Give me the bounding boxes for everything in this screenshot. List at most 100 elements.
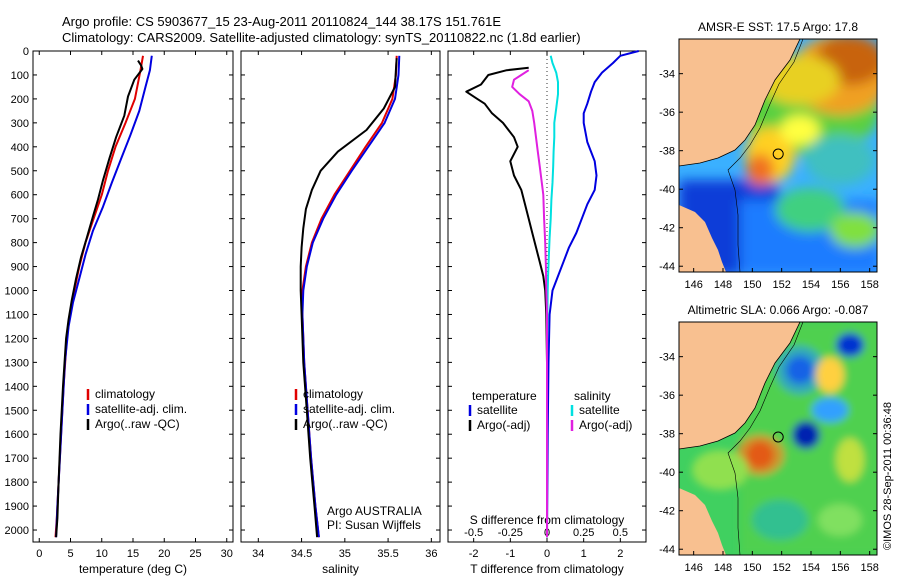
diff-s-tick-label: -0.5 <box>464 527 483 539</box>
map-lat-tick-label: -44 <box>659 544 675 556</box>
map-lat-tick-label: -34 <box>659 352 675 364</box>
sal-x-axis-label: salinity <box>322 562 359 576</box>
diff-series-line-satellite <box>546 55 559 538</box>
diff-series-line-satellite <box>546 50 639 538</box>
sal-legend-label: Argo(..raw -QC) <box>303 417 388 431</box>
map-lat-tick-label: -38 <box>659 429 675 441</box>
temp-x-tick-label: 0 <box>36 548 42 560</box>
sal-x-tick-label: 35 <box>339 548 351 560</box>
map-lon-tick-label: 150 <box>743 562 761 574</box>
map-lon-tick-label: 152 <box>772 562 790 574</box>
diff-s-tick-label: 0.5 <box>613 527 628 539</box>
diff-s-tick-label: 0.25 <box>573 527 594 539</box>
sal-legend-label: climatology <box>303 387 363 401</box>
sal-x-tick-label: 36 <box>425 548 437 560</box>
sst-map-panel: AMSR-E SST: 17.5 Argo: 17.8 146 148 150 152… <box>659 20 879 291</box>
diff-series-line-argo-adj- <box>511 69 548 538</box>
sal-legend-label: satellite-adj. clim. <box>303 402 395 416</box>
depth-tick-label: 500 <box>11 166 29 178</box>
diff-x-tick-label: 1 <box>581 548 587 560</box>
sal-x-tick-label: 34 <box>252 548 264 560</box>
depth-tick-label: 1400 <box>5 381 29 393</box>
map-lat-tick-label: -36 <box>659 390 675 402</box>
difference-panel: -2 -1 0 1 2-0.5 -0.25 0 0.25 0.5S difference fro… <box>447 50 647 576</box>
depth-tick-label: 0 <box>23 46 29 58</box>
sst-map-title: AMSR-E SST: 17.5 Argo: 17.8 <box>698 20 858 34</box>
diff-x-tick-label: 0 <box>544 548 550 560</box>
sst-land-mainland <box>679 39 800 166</box>
sst-argo-location-marker <box>772 148 784 160</box>
temp-x-tick-label: 25 <box>189 548 201 560</box>
salinity-annotation: Argo AUSTRALIA <box>327 504 422 518</box>
map-lon-tick-label: 152 <box>772 279 790 291</box>
depth-tick-label: 1700 <box>5 453 29 465</box>
diff-s-tick-label: -0.25 <box>498 527 523 539</box>
depth-tick-label: 100 <box>11 70 29 82</box>
map-lat-tick-label: -42 <box>659 506 675 518</box>
temp-x-tick-label: 15 <box>127 548 139 560</box>
depth-tick-label: 1000 <box>5 286 29 298</box>
diff-legend-heading: salinity <box>574 389 611 403</box>
map-lon-tick-label: 150 <box>743 279 761 291</box>
map-lon-tick-label: 158 <box>860 562 878 574</box>
temp-legend-label: Argo(..raw -QC) <box>95 417 180 431</box>
sal-plot-area <box>240 50 441 543</box>
sla-land-mainland <box>679 322 800 449</box>
sal-x-tick-label: 34.5 <box>291 548 312 560</box>
map-lat-tick-label: -42 <box>659 223 675 235</box>
depth-tick-label: 1300 <box>5 357 29 369</box>
salinity-annotation: PI: Susan Wijffels <box>327 518 421 532</box>
sal-series-line-argo-raw-qc- <box>299 58 398 538</box>
sla-map-title: Altimetric SLA: 0.066 Argo: -0.087 <box>688 303 869 317</box>
map-lon-tick-label: 158 <box>860 279 878 291</box>
map-lat-tick-label: -44 <box>659 261 675 273</box>
sal-x-tick-label: 35.5 <box>377 548 398 560</box>
map-lat-tick-label: -36 <box>659 107 675 119</box>
map-lon-tick-label: 146 <box>684 562 702 574</box>
depth-tick-label: 600 <box>11 190 29 202</box>
diff-legend-label: satellite <box>477 403 518 417</box>
temp-legend-label: satellite-adj. clim. <box>95 402 187 416</box>
map-lat-tick-label: -40 <box>659 467 675 479</box>
diff-x-tick-label: 2 <box>617 548 623 560</box>
depth-tick-label: 1800 <box>5 477 29 489</box>
temp-x-tick-label: 30 <box>221 548 233 560</box>
map-lat-tick-label: -40 <box>659 184 675 196</box>
diff-series-line-argo-adj- <box>465 66 548 538</box>
depth-tick-label: 700 <box>11 214 29 226</box>
map-lon-tick-label: 156 <box>831 279 849 291</box>
diff-x-axis-label: T difference from climatology <box>470 562 624 576</box>
diff-x-tick-label: -2 <box>469 548 479 560</box>
depth-tick-label: 400 <box>11 142 29 154</box>
map-lon-tick-label: 148 <box>714 279 732 291</box>
temperature-panel: 0100200300400500600700800900100011001200… <box>5 46 234 576</box>
temp-legend-label: climatology <box>95 387 155 401</box>
credit-timestamp: ©IMOS 28-Sep-2011 00:36:48 <box>882 402 894 550</box>
depth-tick-label: 200 <box>11 94 29 106</box>
sla-argo-location-marker <box>772 431 784 443</box>
sla-land-tasmania <box>679 488 726 555</box>
depth-tick-label: 1900 <box>5 501 29 513</box>
temp-series-line-argo-raw-qc- <box>55 60 144 538</box>
temp-x-tick-label: 5 <box>67 548 73 560</box>
depth-tick-label: 900 <box>11 262 29 274</box>
sst-land-tasmania <box>679 205 726 272</box>
temp-x-tick-label: 10 <box>96 548 108 560</box>
salinity-panel: 34 34.5 35 35.5 36 salinity climatologysatelli… <box>240 50 441 576</box>
depth-tick-label: 800 <box>11 238 29 250</box>
depth-tick-label: 1100 <box>5 309 29 321</box>
diff-x-tick-label: -1 <box>505 548 515 560</box>
sla-map-panel: Altimetric SLA: 0.066 Argo: -0.087 146 14… <box>659 303 879 574</box>
map-lon-tick-label: 154 <box>802 279 820 291</box>
temp-plot-area <box>32 50 234 543</box>
map-lon-tick-label: 146 <box>684 279 702 291</box>
depth-tick-label: 300 <box>11 118 29 130</box>
diff-legend-label: Argo(-adj) <box>579 418 632 432</box>
depth-tick-label: 1600 <box>5 429 29 441</box>
map-lon-tick-label: 154 <box>802 562 820 574</box>
diff-legend-label: satellite <box>579 403 620 417</box>
temp-x-axis-label: temperature (deg C) <box>79 562 187 576</box>
depth-tick-label: 1500 <box>5 405 29 417</box>
map-lat-tick-label: -34 <box>659 69 675 81</box>
